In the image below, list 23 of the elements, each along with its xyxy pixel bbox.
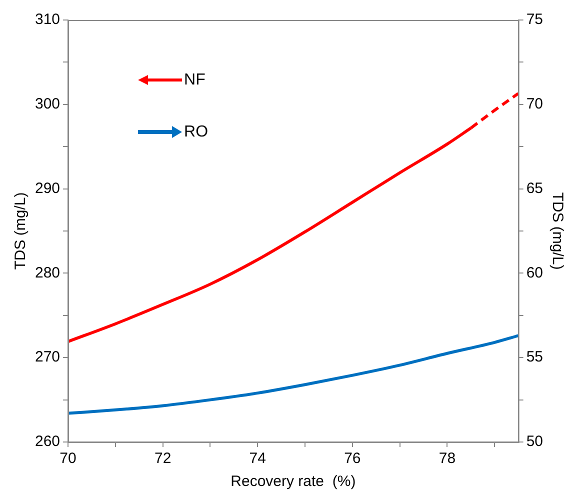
x-tick-label: 72 [154, 450, 172, 468]
y2-tick-label: 60 [526, 264, 544, 282]
line-series [68, 334, 518, 415]
x-tick-label: 78 [438, 450, 456, 468]
y2-tick-label: 55 [526, 348, 544, 366]
y-tick-label: 280 [34, 264, 60, 282]
y-tick-label: 290 [34, 180, 60, 197]
y-tick-label: 310 [34, 11, 60, 28]
legend-label: RO [184, 123, 208, 140]
y-tick-label: 270 [34, 348, 60, 366]
x-tick-label: 76 [344, 450, 361, 468]
y2-tick-label: 65 [526, 180, 544, 197]
x-axis-title: Recovery rate (%) [230, 473, 356, 490]
y2-axis-title: TDS (mg/L) [548, 192, 566, 270]
y2-tick-label: 75 [526, 11, 544, 28]
y2-tick-label: 70 [526, 96, 544, 113]
y-axis-title: TDS (mg/L) [12, 192, 30, 270]
y2-tick-label: 50 [526, 433, 544, 450]
x-tick-label: 70 [60, 450, 76, 468]
x-tick-label: 74 [249, 450, 266, 468]
y-tick-label: 300 [34, 96, 60, 113]
legend-label: NF [184, 71, 206, 88]
y-tick-label: 260 [34, 433, 60, 450]
